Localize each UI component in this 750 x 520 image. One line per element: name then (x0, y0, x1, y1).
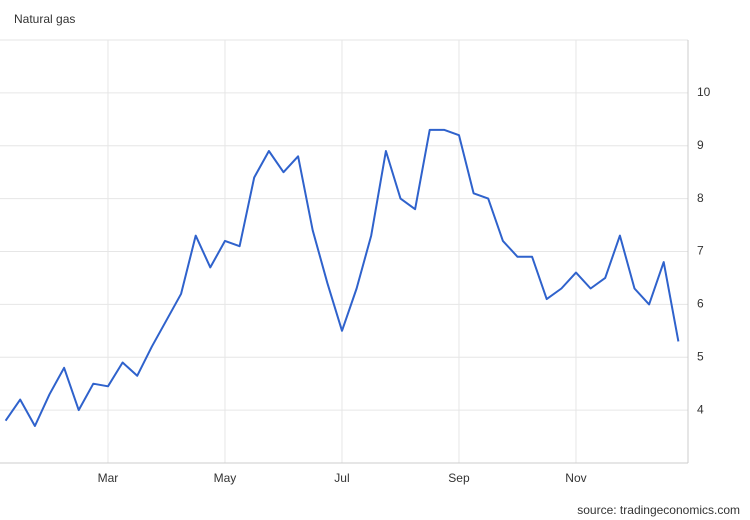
y-tick-label: 10 (697, 85, 711, 99)
data-line (4, 128, 680, 427)
x-tick-label: Sep (448, 471, 470, 485)
y-tick-label: 5 (697, 349, 704, 363)
y-tick-label: 6 (697, 297, 704, 311)
x-tick-label: Mar (98, 471, 119, 485)
x-tick-label: Jul (334, 471, 349, 485)
chart-title: Natural gas (14, 12, 75, 26)
y-tick-label: 8 (697, 191, 704, 205)
x-tick-label: May (214, 471, 237, 485)
y-tick-label: 9 (697, 138, 704, 152)
source-note: source: tradingeconomics.com (577, 503, 740, 517)
y-tick-label: 7 (697, 244, 704, 258)
x-tick-label: Nov (565, 471, 586, 485)
y-tick-label: 4 (697, 402, 704, 416)
